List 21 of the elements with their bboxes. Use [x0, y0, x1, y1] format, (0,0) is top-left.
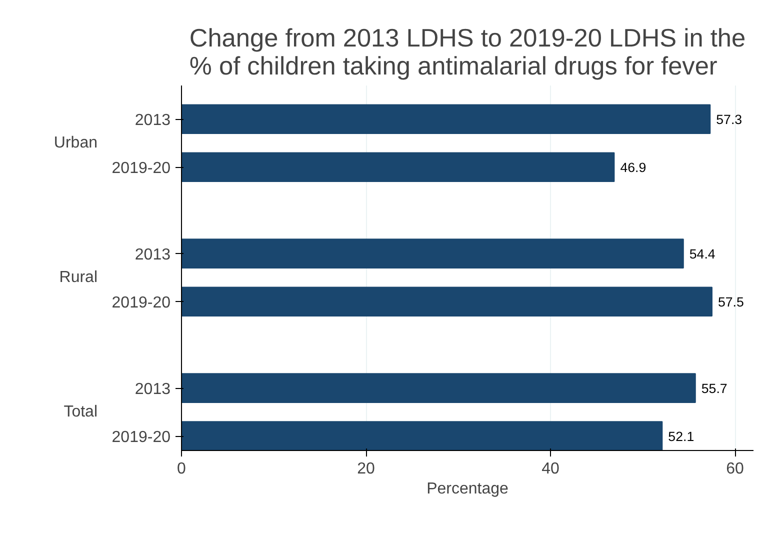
- data-label: 57.3: [716, 112, 742, 128]
- data-label: 57.5: [718, 294, 744, 310]
- chart-title: Change from 2013 LDHS to 2019-20 LDHS in the % of children taking antimalarial drugs for fever: [189, 24, 746, 80]
- text: Rural: [59, 269, 98, 286]
- x-tick-label: 0: [177, 460, 186, 478]
- x-axis-title: Percentage: [426, 480, 509, 498]
- text: Total: [64, 404, 98, 421]
- y-tick-label: 2019-20: [112, 160, 171, 178]
- x-tick-label: 20: [357, 460, 376, 478]
- data-label: 46.9: [620, 160, 646, 176]
- data-label: 52.1: [668, 429, 694, 444]
- y-tick-label: 2013: [134, 381, 171, 398]
- x-tick-label: 40: [542, 460, 560, 478]
- y-tick-label: 2013: [134, 246, 171, 264]
- x-tick-label: 60: [726, 460, 744, 478]
- text: Urban: [54, 134, 98, 152]
- y-tick-label: 2019-20: [112, 429, 171, 446]
- data-label: 55.7: [701, 381, 728, 396]
- y-tick-label: 2013: [134, 112, 171, 130]
- data-label: 54.4: [689, 246, 716, 262]
- y-tick-label: 2019-20: [112, 294, 171, 312]
